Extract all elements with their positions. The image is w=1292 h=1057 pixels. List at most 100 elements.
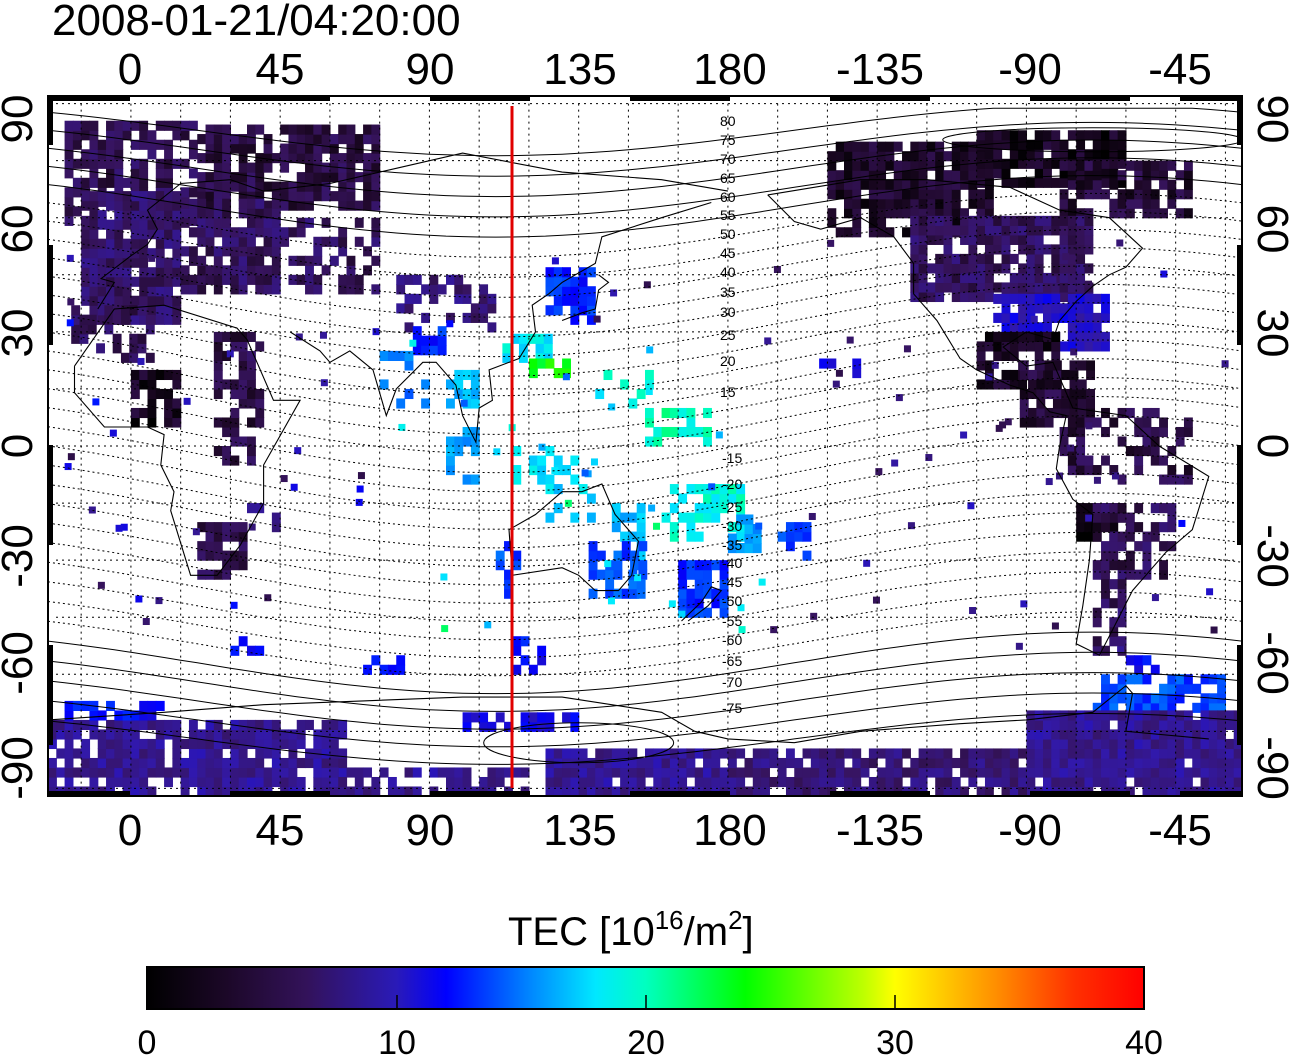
tec-cell <box>984 776 994 788</box>
tec-cell <box>404 322 414 333</box>
tec-cell <box>860 198 870 209</box>
tec-cell <box>72 187 82 198</box>
lon-tick-bottom: 45 <box>256 806 305 855</box>
tec-cell <box>147 398 157 409</box>
tec-cell <box>188 246 198 257</box>
tec-cell <box>935 282 945 293</box>
coastline <box>561 274 610 322</box>
tec-cell <box>280 776 290 788</box>
tec-cell <box>553 786 563 796</box>
tec-cell <box>1009 331 1019 342</box>
tec-cell <box>1084 719 1094 731</box>
tec-cell <box>1092 617 1102 628</box>
tec-cell <box>744 767 754 778</box>
tec-cell <box>1018 139 1028 150</box>
tec-cell <box>97 305 107 316</box>
tec-cell <box>130 168 140 179</box>
tec-cell <box>711 588 721 599</box>
tec-cell <box>902 748 911 759</box>
tec-cell <box>502 343 512 354</box>
tec-cell <box>1026 710 1036 721</box>
tec-cell <box>918 189 928 200</box>
tec-cell <box>586 767 596 778</box>
tec-cell <box>1117 729 1127 740</box>
tec-cell <box>645 379 654 390</box>
tec-cell <box>1117 139 1127 150</box>
tec-cell <box>1051 729 1061 740</box>
contour-label: 60 <box>720 189 736 205</box>
tec-cell <box>535 333 545 344</box>
tec-cell <box>960 208 969 219</box>
tec-cell <box>984 291 994 303</box>
tec-cell <box>114 139 124 150</box>
tec-cell <box>213 776 223 788</box>
tec-cell <box>1167 189 1177 200</box>
tec-cell <box>1117 198 1127 209</box>
tec-cell <box>1101 550 1110 561</box>
tec-cell <box>1019 388 1029 400</box>
tec-cell <box>230 522 240 533</box>
tec-cell <box>247 172 256 183</box>
tec-cell <box>446 446 455 457</box>
tec-cell <box>230 407 240 419</box>
tec-cell <box>363 162 372 173</box>
tec-cell <box>354 274 364 285</box>
tec-cell <box>363 200 372 211</box>
tec-cell <box>454 369 464 381</box>
tec-cell <box>145 314 155 325</box>
tec-cell <box>1026 272 1036 284</box>
tec-cell <box>122 248 132 259</box>
tec-cell <box>1034 767 1044 778</box>
tec-cell <box>1034 710 1044 721</box>
tec-cell <box>89 149 99 160</box>
tec-cell <box>88 506 96 514</box>
tec-cell <box>81 229 91 240</box>
tec-cell <box>1117 189 1127 200</box>
tec-cell <box>1142 560 1152 571</box>
tec-cell <box>951 786 961 796</box>
tec-cell <box>404 293 414 304</box>
tec-cell <box>1111 472 1119 480</box>
tec-cell <box>968 291 978 303</box>
tec-cell <box>363 191 372 202</box>
tec-cell <box>1043 293 1052 304</box>
tec-cell <box>827 217 837 228</box>
tec-cell <box>545 512 555 523</box>
tec-cell <box>703 569 712 580</box>
tec-cell <box>122 295 132 306</box>
tec-cell <box>1200 719 1210 731</box>
magnetic-contour <box>48 591 1242 659</box>
tec-cell <box>993 312 1003 323</box>
tec-cell <box>918 748 928 759</box>
tec-cell <box>951 179 961 190</box>
tec-cell <box>230 748 240 759</box>
tec-cell <box>893 776 903 788</box>
tec-cell <box>1084 303 1094 314</box>
tec-cell <box>711 776 721 788</box>
tec-cell <box>1052 388 1062 400</box>
tec-cell <box>711 757 721 769</box>
tec-cell <box>64 463 72 471</box>
tec-cell <box>877 141 887 152</box>
tec-cell <box>313 124 323 135</box>
tec-cell <box>155 276 165 287</box>
tec-cell <box>1175 748 1185 759</box>
coastline <box>508 483 639 592</box>
tec-cell <box>106 248 115 259</box>
tec-cell <box>329 134 339 145</box>
tec-cell <box>145 352 155 363</box>
tec-cell <box>694 560 704 571</box>
tec-cell <box>943 786 953 796</box>
tec-cell <box>1208 719 1218 731</box>
tec-cell <box>1034 738 1044 750</box>
tec-cell <box>603 369 613 381</box>
tec-cell <box>1192 748 1202 759</box>
tec-cell <box>1018 303 1028 314</box>
tec-cell <box>835 767 845 778</box>
tec-cell <box>321 738 331 750</box>
tec-cell <box>338 236 348 247</box>
tec-cell <box>1217 702 1227 713</box>
tec-cell <box>528 712 538 723</box>
tec-cell <box>1117 710 1127 721</box>
tec-cell <box>346 786 356 796</box>
